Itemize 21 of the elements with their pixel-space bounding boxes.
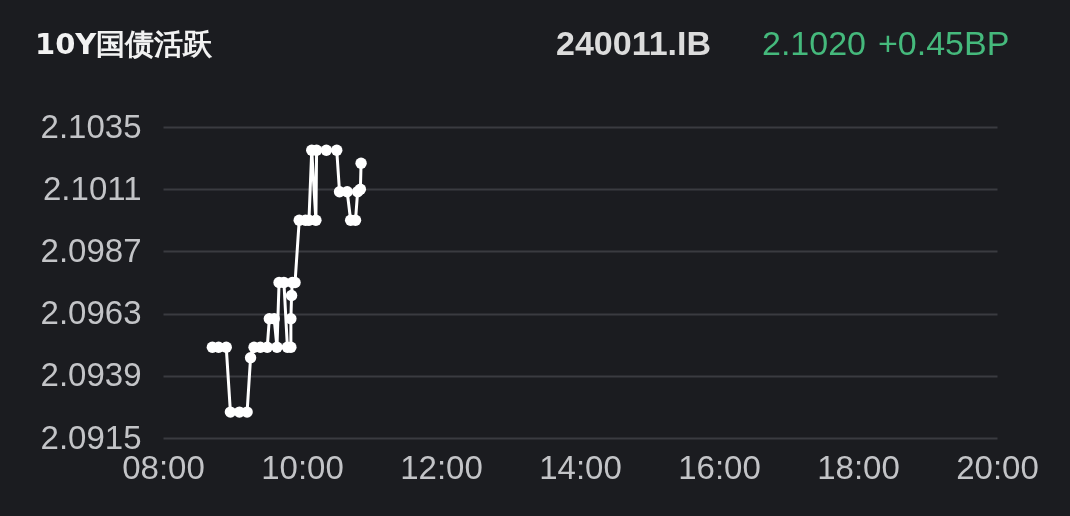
- y-tick-label: 2.1011: [43, 169, 142, 207]
- x-tick-label: 10:00: [261, 448, 344, 486]
- y-tick-label: 2.1035: [40, 107, 142, 145]
- x-tick-label: 16:00: [678, 448, 761, 486]
- point: [271, 341, 283, 353]
- y-tick-label: 2.0963: [40, 294, 142, 332]
- x-tick-label: 20:00: [956, 448, 1039, 486]
- point: [331, 144, 343, 157]
- text: 240011.IB: [556, 24, 712, 62]
- text: 2.1020: [762, 24, 866, 62]
- y-tick-label: 2.0939: [40, 356, 142, 394]
- point: [285, 289, 298, 302]
- text: +0.45BP: [878, 24, 1010, 62]
- chart-title: 10Y国债活跃: [35, 27, 214, 61]
- point: [320, 144, 333, 157]
- x-tick-label: 14:00: [539, 448, 622, 486]
- point: [355, 157, 367, 169]
- x-tick-label: 18:00: [817, 448, 900, 486]
- point: [244, 351, 257, 364]
- y-tick-label: 2.0987: [40, 231, 142, 269]
- x-tick-label: 12:00: [400, 448, 483, 486]
